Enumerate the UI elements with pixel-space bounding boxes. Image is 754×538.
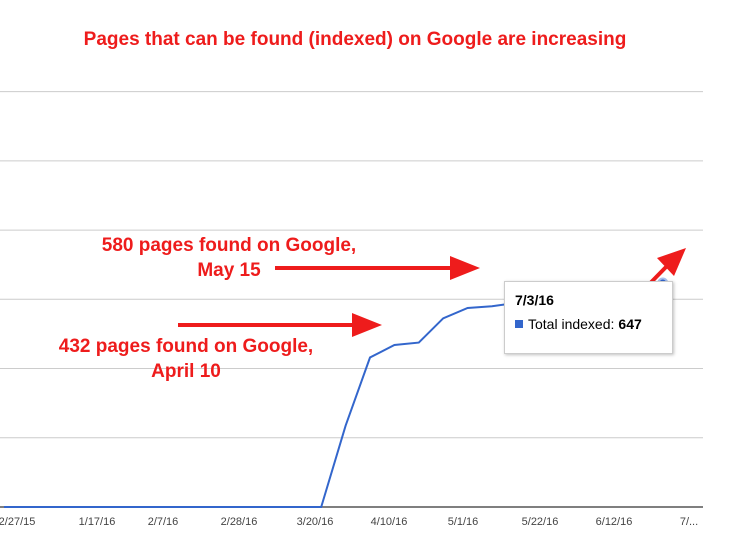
- x-tick-label: 5/22/16: [522, 516, 559, 528]
- tooltip-value: 647: [618, 316, 642, 332]
- annotation-may-line2: May 15: [197, 260, 261, 281]
- x-axis-ticks: 2/27/15 1/17/16 2/7/16 2/28/16 3/20/16 4/10/1…: [0, 516, 698, 528]
- tooltip-label: Total indexed:: [528, 316, 615, 332]
- annotation-may: 580 pages found on Google, May 15: [102, 235, 356, 281]
- x-tick-label: 6/12/16: [596, 516, 633, 528]
- chart-title: Pages that can be found (indexed) on Goo…: [84, 29, 627, 50]
- annotation-april-line2: April 10: [151, 361, 221, 382]
- x-tick-label: 7/...: [680, 516, 698, 528]
- x-tick-label: 2/28/16: [221, 516, 258, 528]
- x-tick-label: 2/27/15: [0, 516, 35, 528]
- tooltip-date: 7/3/16: [515, 292, 554, 308]
- arrow-tooltip-head: [657, 248, 686, 276]
- gridlines: [0, 91, 703, 508]
- data-tooltip: 7/3/16 Total indexed: 647: [504, 281, 673, 354]
- annotation-april-line1: 432 pages found on Google,: [59, 336, 313, 357]
- tooltip-row: Total indexed: 647: [515, 316, 662, 332]
- arrow-may-head: [450, 256, 480, 280]
- x-tick-label: 4/10/16: [371, 516, 408, 528]
- x-tick-label: 5/1/16: [448, 516, 479, 528]
- arrow-april: [178, 313, 382, 337]
- arrow-may: [275, 256, 480, 280]
- x-tick-label: 3/20/16: [297, 516, 334, 528]
- tooltip-series-swatch: [515, 320, 523, 328]
- annotation-may-line1: 580 pages found on Google,: [102, 235, 356, 256]
- arrow-april-head: [352, 313, 382, 337]
- x-tick-label: 2/7/16: [148, 516, 179, 528]
- annotation-april: 432 pages found on Google, April 10: [59, 336, 313, 382]
- x-tick-label: 1/17/16: [79, 516, 116, 528]
